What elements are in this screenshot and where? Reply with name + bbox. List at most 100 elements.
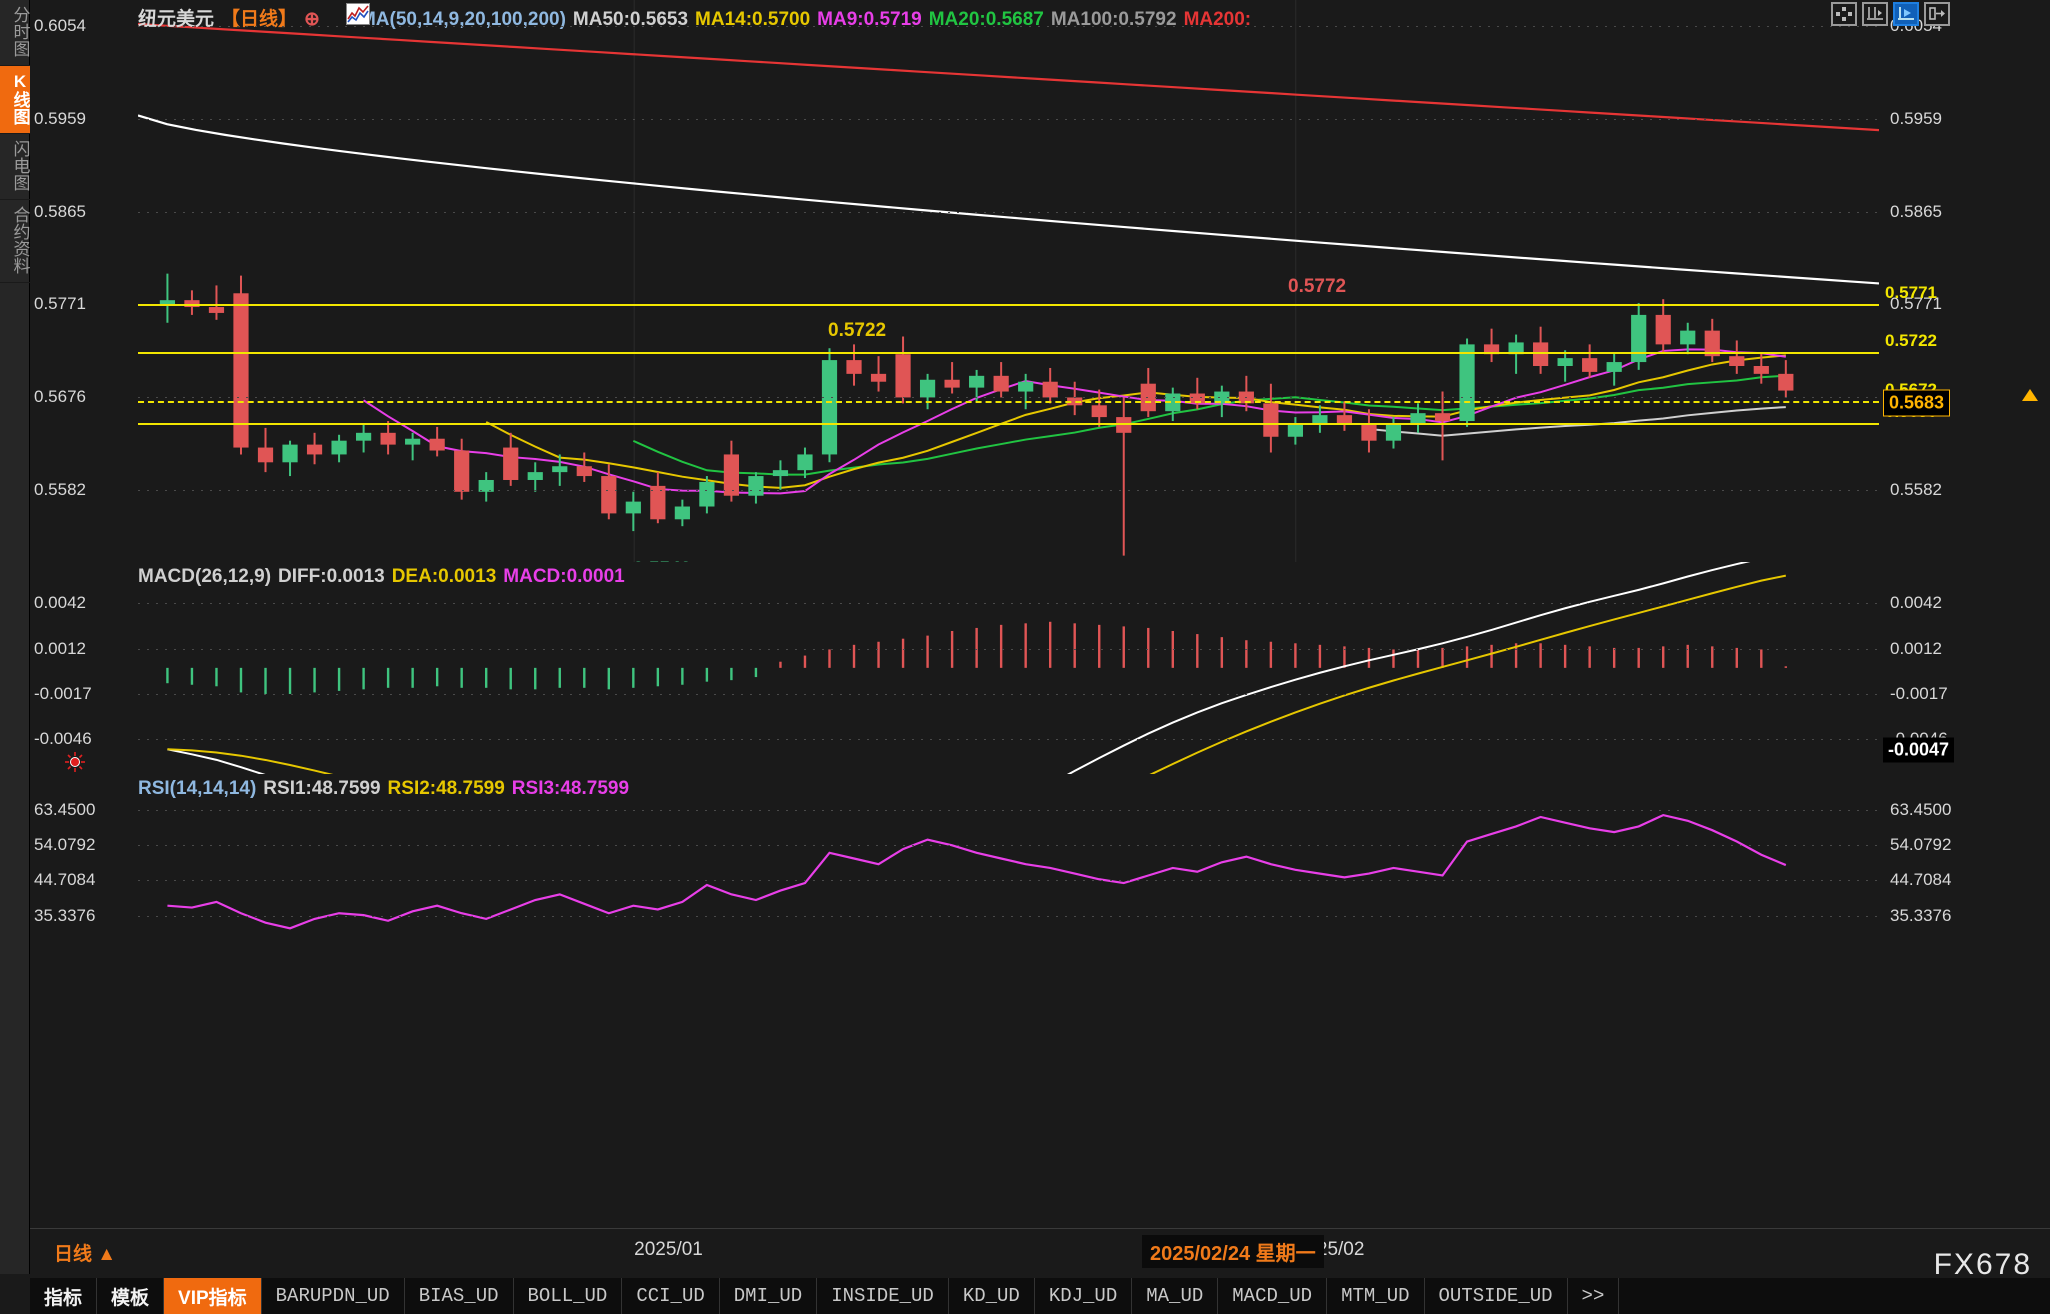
y-tick-label: 0.6054 <box>34 16 86 35</box>
period-tag[interactable]: 日线 ▲ <box>54 1244 117 1265</box>
ma-value-3: MA20:0.5687 <box>928 9 1044 30</box>
y-tick-label: 0.5959 <box>1890 109 1942 129</box>
y-tick-label: 0.5582 <box>1890 479 1942 499</box>
header-item: RSI(14,14,14) <box>138 778 257 799</box>
toolbar-tab--[interactable]: >> <box>1568 1278 1620 1314</box>
crosshair-move-icon[interactable] <box>1831 2 1857 26</box>
measure-play-icon[interactable] <box>1893 2 1919 26</box>
left-sidebar: 分时图 K线图 闪电图 合约资料 <box>0 0 30 1274</box>
grid-line <box>138 211 1879 213</box>
y-tick-label: 0.5959 <box>34 109 86 129</box>
toolbar-tab-kdj-ud[interactable]: KDJ_UD <box>1035 1278 1133 1314</box>
selected-date-tag: 2025/02/24 星期一 <box>1142 1235 1324 1268</box>
ma-value-2: MA9:0.5719 <box>817 9 922 30</box>
toolbar-tab-vip-[interactable]: VIP指标 <box>164 1278 262 1314</box>
header-item: DIFF:0.0013 <box>278 566 385 587</box>
grid-line <box>138 693 1879 695</box>
price-level-line[interactable] <box>138 401 1879 404</box>
macd-plot-area[interactable] <box>138 562 1879 774</box>
header-item: RSI2:48.7599 <box>387 778 505 799</box>
macd-svg <box>166 562 1788 774</box>
price-level-line[interactable] <box>138 304 1879 307</box>
price-pane-header: 纽元美元 【日线】 ⊕ MA(50,14,9,20,100,200) MA50:0.56… <box>138 4 1258 31</box>
ma-value-1: MA14:0.5700 <box>695 9 811 30</box>
price-level-label: 0.5722 <box>1885 331 1937 351</box>
y-tick-label: -0.0046 <box>34 728 92 748</box>
ma-value-5: MA200: <box>1183 9 1252 30</box>
rsi-svg <box>167 813 1787 930</box>
sidebar-item-intraday[interactable]: 分时图 <box>0 0 30 66</box>
y-tick-label: 35.3376 <box>1890 905 1952 925</box>
sidebar-item-candlestick[interactable]: K线图 <box>0 66 30 134</box>
toolbar-tab-boll-ud[interactable]: BOLL_UD <box>514 1278 623 1314</box>
grid-line <box>138 915 1879 917</box>
toolbar-tab-inside-ud[interactable]: INSIDE_UD <box>817 1278 949 1314</box>
y-tick-label: 0.5676 <box>34 387 86 407</box>
grid-line <box>138 738 1879 740</box>
period-label: 【日线】 <box>221 9 298 30</box>
y-tick-label: 0.5865 <box>1890 201 1942 221</box>
y-tick-label: -0.0017 <box>34 683 92 703</box>
sidebar-item-contract-info[interactable]: 合约资料 <box>0 200 30 283</box>
add-indicator-icon: ⊕ <box>304 9 320 30</box>
chart-board: 纽元美元 【日线】 ⊕ MA(50,14,9,20,100,200) MA50:0.56… <box>30 0 2050 1274</box>
price-marker-arrow-icon <box>2022 388 2038 401</box>
y-tick-label: 35.3376 <box>34 905 96 925</box>
y-tick-label: 0.0042 <box>34 593 86 613</box>
crosshair-indicator-icon[interactable] <box>65 752 85 772</box>
toolbar-tab-outside-ud[interactable]: OUTSIDE_UD <box>1425 1278 1568 1314</box>
y-tick-label: 0.0042 <box>1890 593 1942 613</box>
toolbar-tab-barupdn-ud[interactable]: BARUPDN_UD <box>262 1278 405 1314</box>
toolbar-tab-cci-ud[interactable]: CCI_UD <box>622 1278 720 1314</box>
price-level-line[interactable] <box>138 422 1879 425</box>
chart-thumbnail-icon[interactable] <box>346 3 370 25</box>
last-price-badge: 0.5683 <box>1883 389 1951 417</box>
toolbar-tab-dmi-ud[interactable]: DMI_UD <box>720 1278 818 1314</box>
y-tick-label: 54.0792 <box>34 834 96 854</box>
expand-right-icon[interactable] <box>1924 2 1950 26</box>
y-tick-label: 0.0012 <box>1890 639 1942 659</box>
rsi-plot-area[interactable] <box>138 774 1879 948</box>
grid-line <box>138 397 1879 399</box>
header-item: MACD:0.0001 <box>503 566 625 587</box>
toolbar-tab-macd-ud[interactable]: MACD_UD <box>1218 1278 1328 1314</box>
y-tick-label: 0.5865 <box>34 201 86 221</box>
price-level-line[interactable] <box>138 352 1879 355</box>
grid-line <box>138 119 1879 121</box>
header-item: RSI3:48.7599 <box>511 778 630 799</box>
measure-left-icon[interactable] <box>1862 2 1888 26</box>
grid-line <box>138 649 1879 651</box>
chart-annotation: 0.5722 <box>828 319 887 341</box>
ma-value-0: MA50:0.5653 <box>572 9 689 30</box>
grid-line <box>138 809 1879 811</box>
y-tick-label: 54.0792 <box>1890 834 1952 854</box>
rsi-pane-header: RSI(14,14,14) RSI1:48.7599 RSI2:48.7599 RSI… <box>138 778 636 800</box>
toolbar-tab-mtm-ud[interactable]: MTM_UD <box>1327 1278 1425 1314</box>
macd-last-badge: -0.0047 <box>1883 737 1955 763</box>
price-level-label: 0.5771 <box>1885 283 1937 303</box>
watermark-logo: FX678 <box>1933 1248 2032 1281</box>
toolbar-tab-bias-ud[interactable]: BIAS_UD <box>405 1278 514 1314</box>
sidebar-item-lightning[interactable]: 闪电图 <box>0 134 30 200</box>
price-plot-area[interactable] <box>138 0 1879 562</box>
y-tick-label: 63.4500 <box>34 799 96 819</box>
grid-line <box>138 489 1879 491</box>
grid-line <box>138 26 1879 27</box>
ma-spec-label: MA(50,14,9,20,100,200) <box>359 9 566 30</box>
macd-pane: MACD(26,12,9) DIFF:0.0013 DEA:0.0013 MACD:0… <box>30 562 2050 774</box>
toolbar-tab--[interactable]: 模板 <box>97 1278 165 1314</box>
toolbar-tab--[interactable]: 指标 <box>30 1278 98 1314</box>
y-tick-label: 0.0012 <box>34 639 86 659</box>
y-tick-label: -0.0017 <box>1890 683 1948 703</box>
y-tick-label: 63.4500 <box>1890 799 1952 819</box>
toolbar-tab-ma-ud[interactable]: MA_UD <box>1132 1278 1219 1314</box>
toolbar-tab-kd-ud[interactable]: KD_UD <box>949 1278 1035 1314</box>
y-tick-label: 0.5771 <box>1890 294 1942 314</box>
chart-annotation: 0.5772 <box>1288 275 1347 297</box>
x-axis-label: 2025/01 <box>634 1239 703 1260</box>
header-item: DEA:0.0013 <box>391 566 497 587</box>
y-tick-label: 44.7084 <box>1890 870 1952 890</box>
y-tick-label: 0.5771 <box>34 294 86 314</box>
candlestick-svg <box>138 0 1879 562</box>
